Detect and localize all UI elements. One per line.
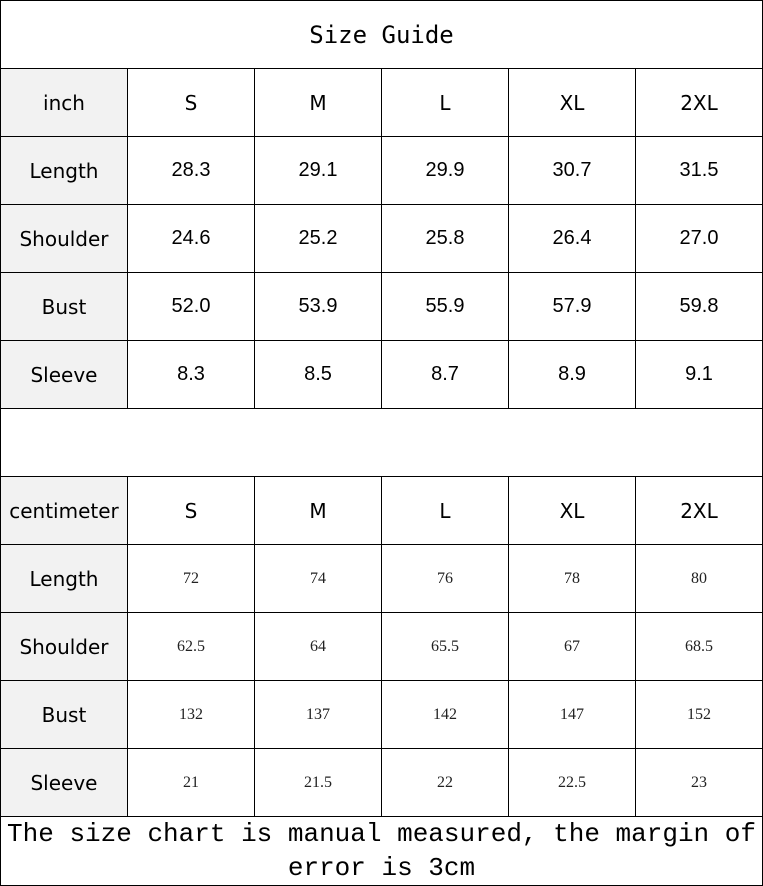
measurement-value: 25.8 (381, 204, 509, 273)
measurement-value: 137 (254, 680, 382, 749)
inch-row-sleeve: Sleeve 8.3 8.5 8.7 8.9 9.1 (0, 340, 763, 409)
measurement-value: 8.9 (508, 340, 636, 409)
measurement-label: Length (0, 136, 128, 205)
measurement-value: 31.5 (635, 136, 763, 205)
measurement-value: 64 (254, 612, 382, 681)
inch-row-bust: Bust 52.0 53.9 55.9 57.9 59.8 (0, 272, 763, 341)
size-header: 2XL (635, 476, 763, 545)
measurement-value: 28.3 (127, 136, 255, 205)
measurement-value: 68.5 (635, 612, 763, 681)
measurement-value: 52.0 (127, 272, 255, 341)
measurement-value: 147 (508, 680, 636, 749)
size-header: XL (508, 476, 636, 545)
title-row: Size Guide (0, 0, 763, 69)
measurement-value: 80 (635, 544, 763, 613)
page-title: Size Guide (0, 0, 763, 69)
measurement-value: 142 (381, 680, 509, 749)
measurement-value: 29.9 (381, 136, 509, 205)
measurement-value: 8.7 (381, 340, 509, 409)
cm-unit-label: centimeter (0, 476, 128, 545)
measurement-value: 30.7 (508, 136, 636, 205)
measurement-label: Length (0, 544, 128, 613)
measurement-value: 23 (635, 748, 763, 817)
measurement-value: 29.1 (254, 136, 382, 205)
size-header: S (127, 476, 255, 545)
measurement-value: 152 (635, 680, 763, 749)
footer-row: The size chart is manual measured, the m… (0, 816, 763, 886)
size-header: M (254, 476, 382, 545)
measurement-value: 62.5 (127, 612, 255, 681)
measurement-label: Sleeve (0, 748, 128, 817)
inch-row-shoulder: Shoulder 24.6 25.2 25.8 26.4 27.0 (0, 204, 763, 273)
measurement-value: 76 (381, 544, 509, 613)
measurement-label: Bust (0, 680, 128, 749)
measurement-value: 24.6 (127, 204, 255, 273)
size-header: L (381, 68, 509, 137)
inch-row-length: Length 28.3 29.1 29.9 30.7 31.5 (0, 136, 763, 205)
measurement-value: 67 (508, 612, 636, 681)
inch-unit-label: inch (0, 68, 128, 137)
cm-row-length: Length 72 74 76 78 80 (0, 544, 763, 613)
measurement-label: Shoulder (0, 612, 128, 681)
measurement-value: 74 (254, 544, 382, 613)
measurement-value: 25.2 (254, 204, 382, 273)
measurement-value: 57.9 (508, 272, 636, 341)
measurement-value: 8.3 (127, 340, 255, 409)
spacer-row (0, 408, 763, 477)
footer-note: The size chart is manual measured, the m… (0, 816, 763, 886)
measurement-value: 8.5 (254, 340, 382, 409)
size-header: XL (508, 68, 636, 137)
measurement-value: 27.0 (635, 204, 763, 273)
inch-header-row: inch S M L XL 2XL (0, 68, 763, 137)
measurement-value: 26.4 (508, 204, 636, 273)
spacer-cell (0, 408, 763, 477)
cm-row-sleeve: Sleeve 21 21.5 22 22.5 23 (0, 748, 763, 817)
measurement-value: 59.8 (635, 272, 763, 341)
measurement-value: 53.9 (254, 272, 382, 341)
measurement-value: 78 (508, 544, 636, 613)
size-header: L (381, 476, 509, 545)
measurement-value: 9.1 (635, 340, 763, 409)
measurement-value: 65.5 (381, 612, 509, 681)
measurement-value: 72 (127, 544, 255, 613)
cm-row-bust: Bust 132 137 142 147 152 (0, 680, 763, 749)
measurement-label: Bust (0, 272, 128, 341)
measurement-value: 22.5 (508, 748, 636, 817)
cm-row-shoulder: Shoulder 62.5 64 65.5 67 68.5 (0, 612, 763, 681)
size-header: M (254, 68, 382, 137)
size-header: 2XL (635, 68, 763, 137)
measurement-value: 21.5 (254, 748, 382, 817)
size-header: S (127, 68, 255, 137)
measurement-label: Sleeve (0, 340, 128, 409)
measurement-value: 22 (381, 748, 509, 817)
measurement-value: 132 (127, 680, 255, 749)
measurement-label: Shoulder (0, 204, 128, 273)
measurement-value: 55.9 (381, 272, 509, 341)
cm-header-row: centimeter S M L XL 2XL (0, 476, 763, 545)
measurement-value: 21 (127, 748, 255, 817)
